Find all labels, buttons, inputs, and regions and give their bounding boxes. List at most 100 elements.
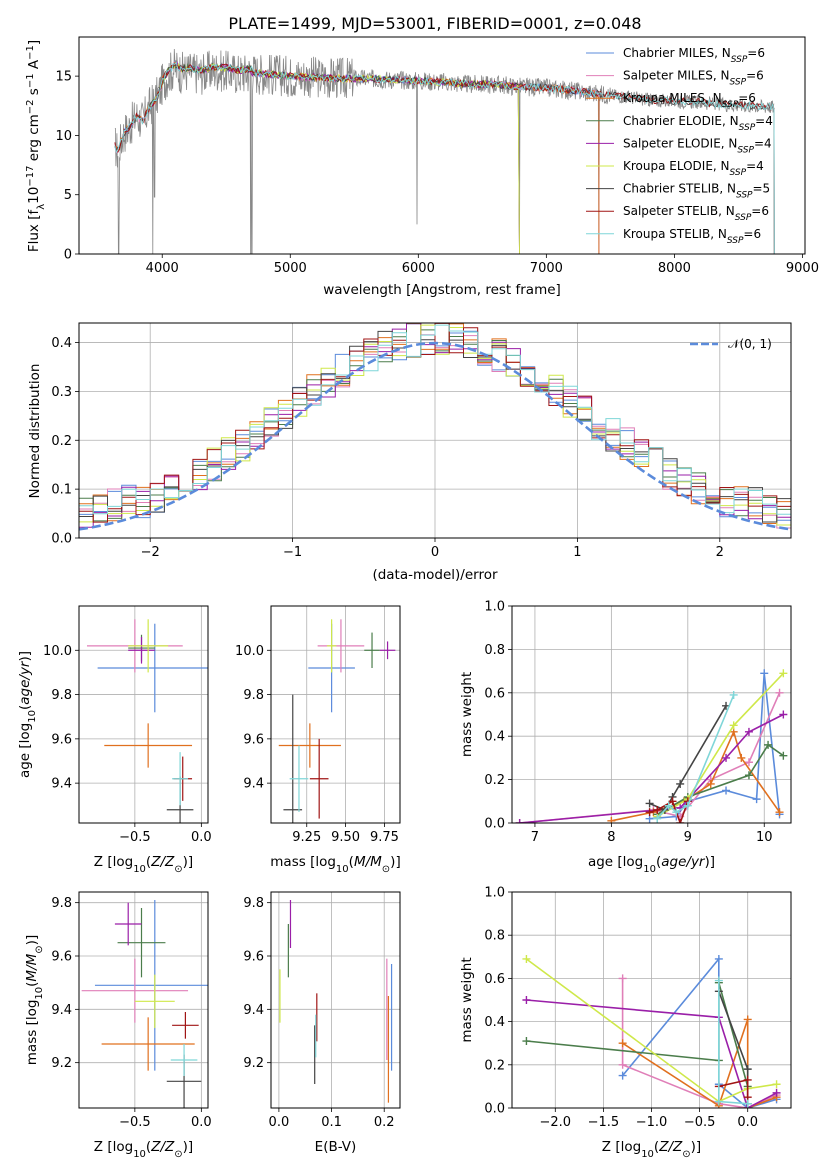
x-tick-label: −0.5: [119, 830, 151, 845]
data-point: [722, 753, 731, 762]
axis-label-part: (: [24, 982, 40, 987]
x-tick-label: 9.25: [292, 830, 321, 845]
legend-entry: Chabrier ELODIE, NSSP=4: [623, 114, 773, 133]
y-axis-label: Normed distribution: [27, 364, 43, 499]
data-point: [743, 1099, 752, 1108]
legend-tail: =6: [738, 91, 756, 105]
legend-text: Chabrier MILES, N: [623, 46, 731, 60]
series-line: [525, 958, 777, 1103]
errorbar-kroupa-stelib: [172, 752, 189, 806]
data-point: [760, 669, 769, 678]
series-line: [519, 713, 784, 823]
data-point: [729, 690, 738, 699]
gaussian-curve: [79, 341, 791, 531]
axis-label-part: Z/Z: [150, 854, 175, 870]
axis-label-part: (: [17, 705, 33, 710]
y-tick-label: 0.2: [51, 434, 72, 449]
data-point: [522, 996, 531, 1004]
axis-label-part: 10: [336, 864, 349, 875]
y-tick-label: 0.4: [484, 1015, 505, 1030]
series-kroupa-stelib: [714, 976, 752, 1108]
data-point: [645, 808, 654, 817]
legend-entry: 𝒩(0, 1): [728, 337, 772, 351]
axis-label-part: Z [log: [94, 854, 133, 870]
y-tick-label: 0.2: [484, 773, 505, 788]
y-tick-label: 15: [55, 70, 72, 85]
errorbar-kroupa-miles: [101, 1017, 195, 1071]
errorbar-salpeter-stelib: [172, 1012, 199, 1039]
y-tick-label: 9.4: [51, 777, 72, 792]
legend-text: Salpeter ELODIE, N: [623, 136, 737, 150]
legend-subscript: SSP: [731, 55, 748, 65]
data-point: [668, 797, 677, 806]
data-point: [618, 1039, 627, 1048]
data-point: [775, 808, 784, 817]
y-tick-label: 9.4: [243, 777, 264, 792]
data-point: [772, 1088, 781, 1097]
data-point: [743, 1075, 752, 1084]
data-point: [752, 795, 761, 804]
axis-label: age [log10(age/yr)]: [17, 651, 38, 778]
model-spectrum-kroupa-stelib: [114, 61, 775, 254]
axes-age_vs_Z: −0.5 0.09.49.69.810.0Z [log10(Z/Z⊙)]age […: [17, 605, 212, 875]
y-tick-label: 0.0: [484, 817, 505, 832]
axis-label-part: age [log: [17, 723, 33, 778]
series-salpeter-stelib: [645, 797, 692, 823]
data-point: [714, 954, 723, 963]
y-tick-label: 0.4: [484, 730, 505, 745]
axis-label-part: Z [log: [602, 1139, 641, 1155]
y-tick-label: 0.2: [484, 1058, 505, 1073]
errorbar-salpeter-elodie: [128, 637, 155, 664]
axis-label-part: −2: [25, 99, 36, 114]
y-tick-label: 9.4: [51, 1003, 72, 1018]
axis-label-part: )]: [705, 854, 716, 870]
x-tick-label: 1: [573, 545, 581, 560]
y-tick-label: 10: [55, 129, 72, 144]
legend-tail: =6: [747, 46, 765, 60]
plot-area: [81, 900, 208, 1108]
data-point: [779, 751, 788, 760]
x-tick-label: −0.5: [119, 1115, 151, 1130]
data-point: [664, 801, 673, 810]
data-point: [744, 727, 753, 736]
errorbar-salpeter-stelib: [309, 738, 329, 819]
y-tick-label: 0.8: [484, 643, 505, 658]
axis-label-part: Flux [f: [26, 209, 42, 253]
data-point: [779, 710, 788, 719]
legend-subscript: SSP: [735, 213, 752, 223]
data-point: [676, 819, 685, 823]
data-point: [683, 801, 692, 810]
axes-frame: [270, 891, 401, 1109]
legend-entry: Kroupa MILES, NSSP=6: [623, 91, 756, 110]
y-tick-label: 9.2: [243, 1056, 264, 1071]
x-tick-label: −1.5: [588, 1115, 620, 1130]
model-spectrum-kroupa-elodie: [149, 62, 520, 254]
axes-age_vs_mass: 9.25 9.50 9.75 9.4 9.6 9.8 10.0 mass [log10(M/M…: [235, 605, 401, 875]
legend-tail: =4: [746, 159, 764, 173]
errorbar-kroupa-stelib: [170, 1044, 198, 1076]
axes-frame: [78, 322, 792, 539]
plot-area: [515, 669, 788, 823]
data-point: [618, 974, 627, 983]
x-tick-label: 0.0: [269, 1115, 290, 1130]
axis-label-part: ⊙: [34, 945, 45, 953]
axes-mass_vs_ebv: 0.0 0.1 0.2 9.2 9.4 9.6 9.8 E(B-V): [243, 891, 401, 1155]
y-tick-label: 0: [64, 248, 72, 263]
x-tick-label: −0.5: [684, 1115, 716, 1130]
y-tick-label: 9.6: [51, 732, 72, 747]
histogram-salpeter-stelib: [79, 323, 791, 538]
x-tick-label: −1.0: [636, 1115, 668, 1130]
axis-label-part: mass [log: [270, 854, 336, 870]
figure-title: PLATE=1499, MJD=53001, FIBERID=0001, z=0…: [228, 14, 641, 33]
y-axis-label: mass weight: [459, 957, 475, 1042]
y-tick-label: 9.2: [51, 1056, 72, 1071]
axis-label-part: age/yr: [661, 854, 706, 870]
axis-label-part: 10: [133, 864, 146, 875]
axes-spectrum: 4000 5000 6000 7000 8000 9000 0 5 10 15 Chabrier M…: [25, 36, 819, 298]
errorbar-kroupa-elodie: [134, 974, 175, 1028]
axis-label-part: )]: [24, 935, 40, 946]
legend-subscript: SSP: [730, 78, 747, 88]
axes-residuals: −2 −1 0 1 2 0.0 0.1 0.2 0.3 0.4 𝒩(0, 1) (data-model…: [27, 322, 792, 583]
model-spectrum-chabrier-elodie: [149, 62, 520, 254]
